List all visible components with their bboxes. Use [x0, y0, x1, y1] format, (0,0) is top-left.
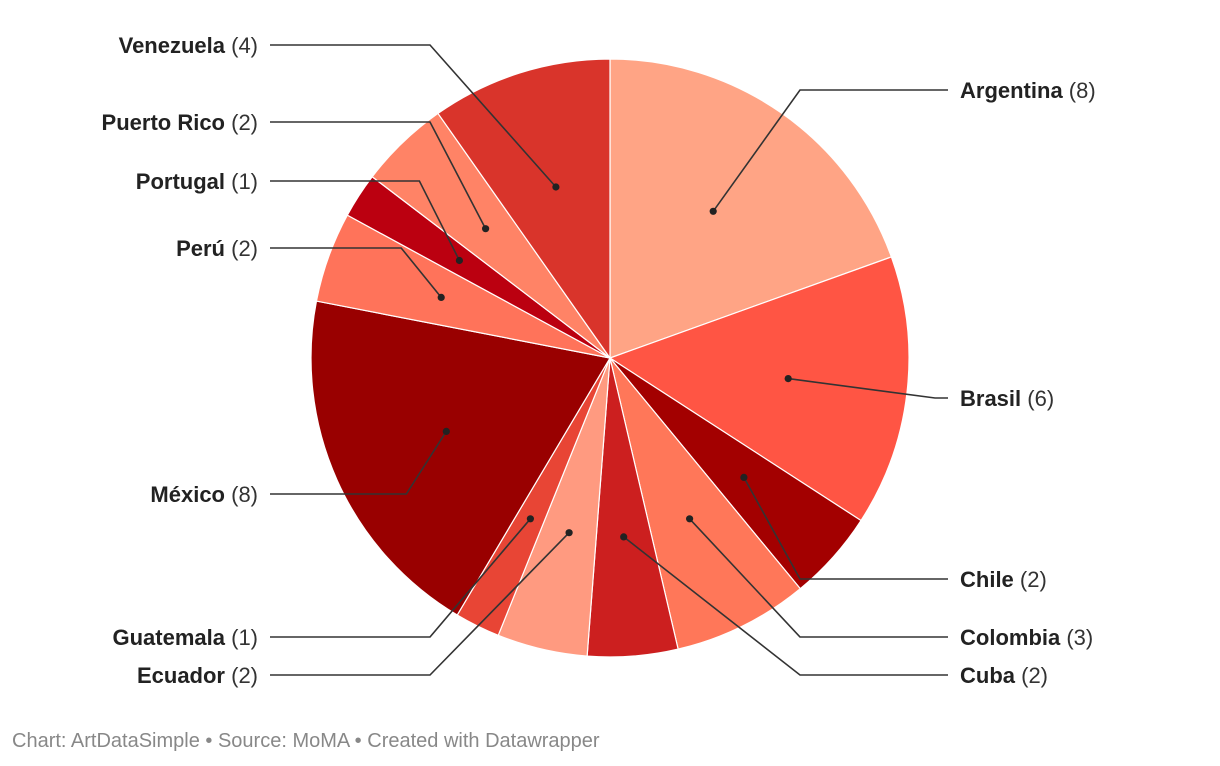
- leader-line-argentina: [712, 89, 948, 212]
- pie-slice-venezuela: [437, 58, 611, 360]
- slice-label-argentina: Argentina (8): [960, 78, 1096, 103]
- slice-label-ecuador: Ecuador (2): [137, 663, 258, 688]
- slice-label-colombia: Colombia (3): [960, 625, 1093, 650]
- slice-label-peru: Perú (2): [176, 236, 258, 261]
- pie-chart: Argentina (8) Brasil (6) Chile (2) Colombia…: [102, 33, 1096, 688]
- leader-line-portugal: [270, 180, 461, 261]
- leader-line-ecuador: [270, 532, 570, 676]
- leader-dot-ecuador: [565, 529, 573, 537]
- slice-label-cuba: Cuba (2): [960, 663, 1048, 688]
- pie-slice-argentina: [609, 58, 893, 359]
- chart-footer: Chart: ArtDataSimple • Source: MoMA • Cr…: [12, 730, 600, 752]
- leader-line-colombia: [689, 518, 948, 638]
- leader-dot-guatemala: [526, 515, 535, 523]
- leader-line-puerto-rico: [270, 121, 487, 230]
- leader-dot-venezuela: [552, 183, 560, 191]
- leader-dot-colombia: [686, 515, 694, 523]
- leader-dot-mexico: [442, 427, 450, 435]
- leader-lines: [270, 44, 948, 676]
- leader-dot-puerto-rico: [482, 225, 490, 233]
- leader-line-cuba: [623, 536, 948, 676]
- pie-slices: [310, 58, 910, 658]
- leader-line-chile: [743, 477, 948, 580]
- leader-dot-cuba: [620, 533, 628, 541]
- pie-slice-colombia: [609, 357, 802, 650]
- leader-line-guatemala: [270, 518, 532, 638]
- leader-line-mexico: [270, 430, 447, 495]
- slice-label-venezuela: Venezuela (4): [119, 33, 258, 58]
- leader-dot-peru: [437, 293, 445, 301]
- slice-label-mexico: México (8): [150, 482, 258, 507]
- slice-label-brasil: Brasil (6): [960, 386, 1054, 411]
- slice-label-guatemala: Guatemala (1): [113, 625, 259, 650]
- slice-label-portugal: Portugal (1): [136, 169, 258, 194]
- leader-line-venezuela: [270, 44, 557, 188]
- leader-line-brasil: [788, 377, 948, 399]
- leader-line-peru: [270, 247, 442, 298]
- leader-dot-brasil: [784, 375, 792, 383]
- slice-label-puerto-rico: Puerto Rico (2): [102, 110, 258, 135]
- leader-dot-portugal: [455, 256, 463, 265]
- pie-slice-brasil: [608, 256, 910, 522]
- slice-label-chile: Chile (2): [960, 567, 1047, 592]
- slice-labels: Argentina (8) Brasil (6) Chile (2) Colombia…: [102, 33, 1096, 688]
- pie-slice-mexico: [310, 300, 611, 616]
- leader-dot-argentina: [709, 207, 717, 215]
- leader-dot-chile: [740, 473, 748, 481]
